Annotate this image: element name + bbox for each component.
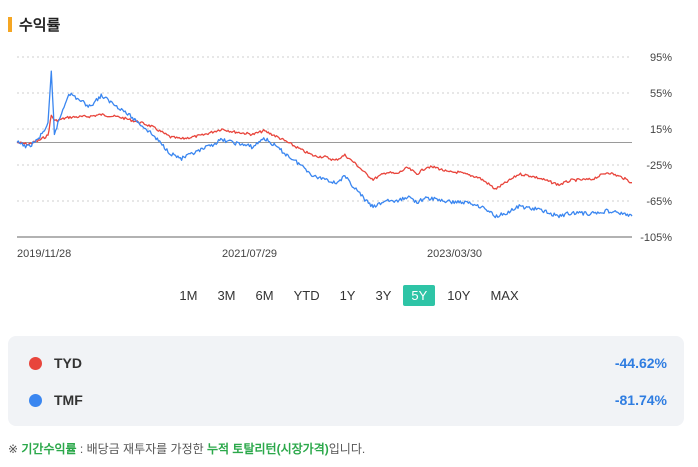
period-button-3y[interactable]: 3Y	[375, 288, 392, 303]
tyd-color-dot	[29, 356, 42, 370]
footnote-term: 기간수익률	[21, 442, 77, 456]
period-button-5y[interactable]: 5Y	[403, 285, 436, 306]
period-button-ytd[interactable]: YTD	[293, 288, 320, 303]
period-button-3m[interactable]: 3M	[217, 288, 236, 303]
tmf-return-value: -81.74%	[614, 392, 667, 408]
x-tick-label: 2021/07/29	[222, 248, 277, 260]
period-selector: 1M 3M 6M YTD 1Y 3Y 5Y 10Y MAX	[0, 285, 698, 306]
footnote: ※ 기간수익률 : 배당금 재투자를 가정한 누적 토탈리턴(시장가격)입니다.	[8, 440, 365, 457]
title-accent-bar	[8, 17, 12, 32]
section-title: 수익률	[19, 17, 61, 34]
footnote-middle: : 배당금 재투자를 가정한	[76, 442, 207, 456]
footnote-suffix: 입니다.	[328, 442, 366, 456]
x-tick-label: 2019/11/28	[17, 248, 71, 260]
legend-row-tyd: TYD -44.62%	[8, 351, 684, 375]
x-tick-label: 2023/03/30	[427, 248, 482, 260]
tmf-color-dot	[29, 393, 42, 407]
series-line-tmf	[16, 70, 633, 219]
returns-line-chart: 95% 55% 15% -25% -65% -105% 2019/11/28 2021/07/…	[16, 52, 672, 260]
y-tick-label: -65%	[646, 196, 672, 208]
y-tick-label: -25%	[646, 160, 672, 172]
footnote-prefix: ※	[8, 442, 22, 456]
series-line-tyd	[16, 113, 632, 190]
y-tick-label: -105%	[640, 232, 672, 244]
legend-panel: TYD -44.62% TMF -81.74%	[8, 336, 684, 426]
period-button-10y[interactable]: 10Y	[447, 288, 471, 303]
tmf-name: TMF	[54, 392, 83, 408]
tyd-return-value: -44.62%	[614, 355, 667, 371]
period-button-6m[interactable]: 6M	[255, 288, 274, 303]
section-header: 수익률	[8, 14, 60, 35]
y-tick-label: 55%	[650, 88, 672, 100]
footnote-highlight: 누적 토탈리턴(시장가격)	[207, 442, 329, 456]
period-button-max[interactable]: MAX	[490, 288, 519, 303]
tyd-name: TYD	[54, 355, 82, 371]
period-button-1m[interactable]: 1M	[179, 288, 198, 303]
legend-row-tmf: TMF -81.74%	[8, 388, 684, 412]
period-button-1y[interactable]: 1Y	[339, 288, 356, 303]
y-tick-label: 15%	[650, 124, 672, 136]
y-tick-label: 95%	[650, 52, 672, 64]
